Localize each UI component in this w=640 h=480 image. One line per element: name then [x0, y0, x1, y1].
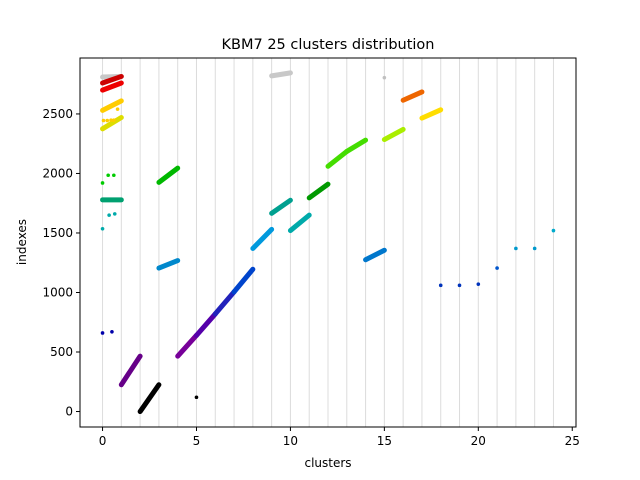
- data-point: [112, 118, 116, 122]
- data-segment: [100, 73, 124, 86]
- y-tick-label: 1000: [42, 285, 73, 299]
- data-point: [438, 283, 443, 288]
- data-segment: [269, 70, 293, 79]
- data-segment: [363, 247, 387, 263]
- data-segment: [100, 80, 124, 93]
- data-segment: [344, 137, 369, 154]
- data-segment: [419, 107, 444, 121]
- y-tick-label: 1500: [42, 226, 73, 240]
- grid-lines: [102, 58, 554, 427]
- data-segment: [212, 289, 237, 317]
- x-tick-label: 10: [283, 434, 298, 448]
- data-segment: [156, 258, 181, 271]
- data-segment: [269, 197, 293, 216]
- data-point: [107, 213, 111, 217]
- data-point: [109, 118, 113, 122]
- data-point: [106, 173, 110, 178]
- plot-frame: [79, 57, 577, 428]
- data-segment: [287, 212, 312, 234]
- data-segment: [400, 89, 425, 103]
- data-point: [100, 181, 105, 185]
- data-segment: [100, 115, 124, 132]
- data-point: [194, 395, 199, 400]
- data-segment: [381, 126, 406, 143]
- data-point: [532, 246, 537, 251]
- x-tick-label: 20: [471, 434, 486, 448]
- data-marks: [100, 70, 556, 415]
- x-tick-label: 5: [193, 434, 201, 448]
- data-point: [105, 118, 110, 123]
- x-axis-label: clusters: [304, 456, 351, 470]
- data-segment: [137, 382, 162, 415]
- data-point: [112, 173, 116, 178]
- data-point: [110, 329, 114, 334]
- data-point: [101, 118, 106, 123]
- data-segment: [175, 332, 199, 359]
- data-segment: [118, 353, 143, 388]
- data-segment: [156, 165, 181, 185]
- data-segment: [250, 226, 275, 251]
- chart-title: KBM7 25 clusters distribution: [222, 37, 435, 53]
- data-point: [476, 282, 481, 286]
- data-segment: [231, 266, 256, 295]
- data-point: [100, 227, 105, 231]
- x-axis-ticks: 0 5 10 15 20 25: [99, 427, 580, 448]
- y-tick-label: 500: [50, 345, 73, 359]
- data-point: [495, 266, 499, 270]
- data-point: [115, 107, 120, 111]
- data-point: [100, 331, 105, 335]
- data-segment: [193, 311, 218, 338]
- y-tick-label: 2000: [42, 166, 73, 180]
- data-point: [514, 246, 518, 251]
- y-tick-label: 0: [65, 405, 73, 419]
- x-tick-label: 25: [565, 434, 580, 448]
- data-segment: [306, 181, 331, 201]
- data-point: [457, 283, 462, 288]
- data-point: [551, 228, 556, 233]
- data-point: [112, 212, 117, 216]
- x-tick-label: 15: [377, 434, 392, 448]
- y-axis-label: indexes: [15, 219, 29, 265]
- data-segment: [325, 148, 350, 169]
- data-point: [382, 75, 387, 80]
- x-tick-label: 0: [99, 434, 107, 448]
- data-segment: [100, 98, 124, 113]
- y-tick-label: 2500: [42, 107, 73, 121]
- y-axis-ticks: 0 500 1000 1500 2000 2500: [42, 107, 80, 419]
